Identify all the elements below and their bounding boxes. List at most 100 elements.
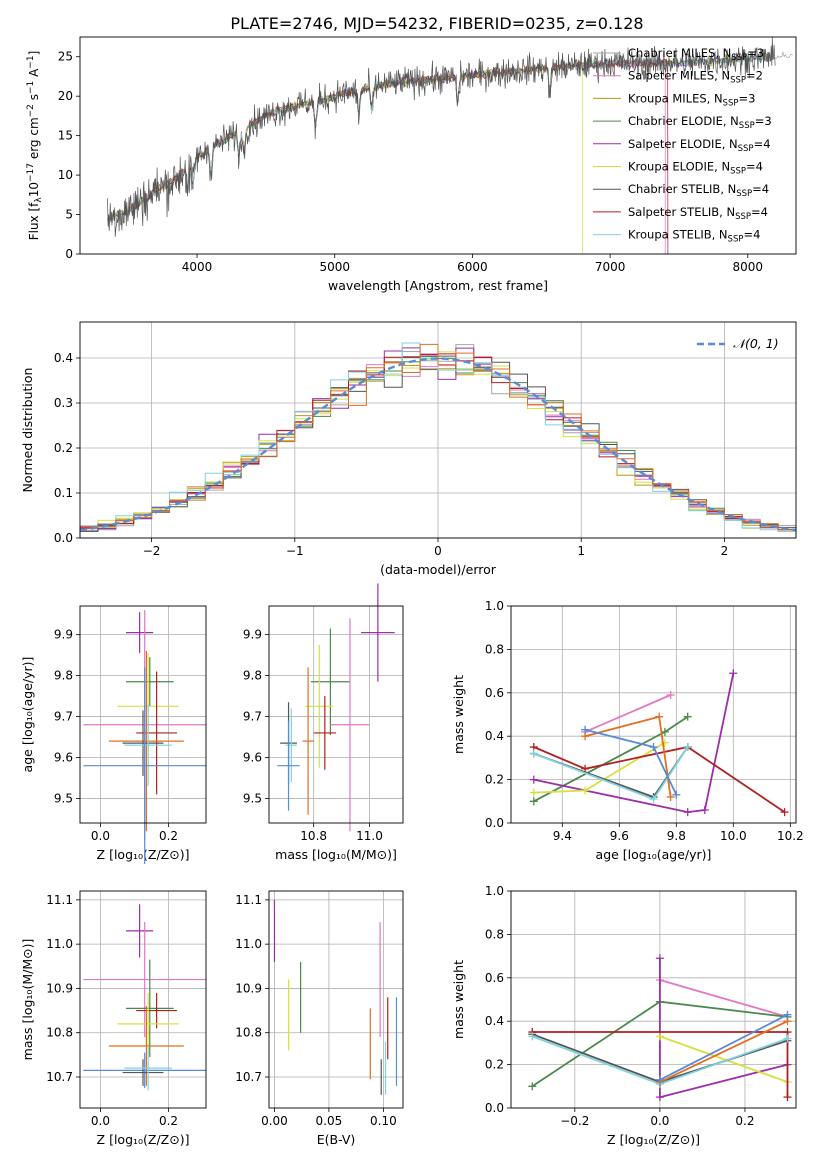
axes-frame: [510, 890, 797, 1109]
y-axis-label-part: −2: [26, 104, 36, 117]
legend-label-tail: =4: [754, 137, 771, 151]
y-tick-label: 11.1: [46, 893, 73, 907]
y-axis-label: Normed distribution: [20, 368, 35, 493]
y-axis-label-part: erg cm: [27, 117, 41, 163]
y-tick-label: 10.9: [46, 981, 73, 995]
weight-marker: [529, 788, 538, 797]
y-tick-label: 9.5: [54, 791, 73, 805]
y-tick-label: 0.0: [54, 531, 73, 545]
x-tick-label: 0.2: [159, 829, 178, 843]
weight-marker: [528, 1032, 537, 1041]
legend-label-tail: =4: [743, 228, 760, 242]
legend-label: Chabrier ELODIE, NSSP=3: [628, 114, 772, 131]
y-axis-label-part: s: [27, 94, 41, 104]
weight-marker: [783, 1010, 792, 1019]
y-tick-label: 9.6: [54, 750, 73, 764]
y-tick-label: 0.2: [485, 773, 504, 787]
y-tick-label: 9.6: [243, 750, 262, 764]
y-axis-label: mass weight: [451, 960, 466, 1039]
y-tick-label: 9.9: [243, 628, 262, 642]
legend-label-main: Kroupa ELODIE, N: [628, 160, 730, 174]
weight-marker: [729, 669, 738, 678]
axes-frame: [79, 321, 797, 539]
y-tick-label: 0.4: [485, 729, 504, 743]
y-tick-label: 10: [58, 168, 73, 182]
y-tick-label: 0.6: [485, 971, 504, 985]
y-tick-label: 10.8: [46, 1026, 73, 1040]
weight-line: [659, 1035, 788, 1083]
y-tick-label: 15: [58, 129, 73, 143]
y-tick-label: 9.8: [243, 669, 262, 683]
x-axis-label: wavelength [Angstrom, rest frame]: [328, 278, 548, 293]
x-tick-label: 0.0: [91, 829, 110, 843]
y-axis-label: Flux [fλ10−17 erg cm−2 s−1 A−1]: [26, 51, 44, 241]
weight-marker: [649, 743, 658, 752]
weight-marker: [655, 1075, 664, 1084]
axes-frame: [79, 36, 797, 255]
errorbar-point: [136, 671, 178, 795]
legend-label-tail: =3: [755, 114, 772, 128]
legend-label-tail: =3: [738, 91, 755, 105]
weight-line: [659, 1013, 788, 1081]
x-tick-label: 0.00: [261, 1114, 288, 1128]
legend-label: Chabrier STELIB, NSSP=4: [628, 182, 769, 199]
legend-label-tail: =3: [747, 46, 764, 60]
legend-label-tail: =4: [751, 205, 768, 219]
legend-label-tail: =4: [746, 160, 763, 174]
errorbar-point: [125, 612, 154, 654]
legend-label-sub: SSP: [723, 98, 739, 108]
y-tick-label: 0.8: [485, 927, 504, 941]
y-tick-label: 0.8: [485, 642, 504, 656]
x-tick-label: 9.8: [667, 829, 686, 843]
x-tick-label: 10.2: [777, 829, 804, 843]
weight-marker: [655, 1093, 664, 1102]
y-tick-label: 0.0: [485, 1101, 504, 1115]
x-tick-label: 0.05: [316, 1114, 343, 1128]
plot-layer: 4000 5000 6000 7000 80000510152025wavelength…: [20, 36, 804, 1147]
weight-marker: [581, 786, 590, 795]
weight-marker: [783, 1034, 792, 1043]
weight-line: [659, 979, 788, 1018]
errorbar-point: [122, 1059, 164, 1086]
y-axis-label-part: −1: [26, 55, 36, 68]
y-tick-label: 10.9: [235, 981, 262, 995]
weight-marker: [529, 775, 538, 784]
y-axis-label: age [log₁₀(age/yr)]: [20, 657, 35, 773]
y-axis-label: mass weight: [451, 675, 466, 754]
weight-marker: [683, 808, 692, 817]
y-tick-label: 0.2: [54, 441, 73, 455]
age-vs-weight-axes: 9.4 9.6 9.8 10.0 10.2 0.0 0.2 0.4 0.6 0.8 1.0 age […: [451, 599, 804, 862]
errorbar-point: [313, 696, 336, 770]
y-tick-label: 25: [58, 50, 73, 64]
weight-marker: [581, 764, 590, 773]
spectrum-axes: 4000 5000 6000 7000 8000 0 5 10 15 20 25 wavelength…: [26, 36, 797, 293]
legend-label-main: Chabrier ELODIE, N: [628, 114, 739, 128]
normal-curve: [79, 357, 797, 532]
weight-line: [533, 741, 666, 794]
x-tick-label: 7000: [595, 260, 626, 274]
errorbar-point: [83, 667, 206, 864]
z-vs-mass-axes: 0.0 0.2 10.7 10.8 10.9 11.0 11.1 Z [log₁₀(Z/Z⊙)…: [20, 890, 207, 1147]
y-axis-label-part: Flux [f: [27, 202, 41, 240]
y-tick-label: 5: [65, 208, 73, 222]
y-tick-label: 10.7: [46, 1070, 73, 1084]
weight-line: [659, 1020, 788, 1083]
weight-marker: [672, 790, 681, 799]
weight-marker: [649, 795, 658, 804]
legend-label: Salpeter ELODIE, NSSP=4: [628, 137, 771, 154]
axes-frame: [268, 890, 404, 1109]
errorbar-point: [361, 583, 395, 682]
legend-label: 𝒩(0, 1): [733, 336, 779, 351]
axes-frame: [510, 605, 797, 824]
legend-label-main: Salpeter MILES, N: [628, 69, 730, 83]
y-tick-label: 9.9: [54, 628, 73, 642]
errorbar-point: [310, 628, 350, 735]
y-tick-label: 1.0: [485, 599, 504, 613]
spectrum-series-7: [107, 58, 669, 255]
errorbar-point: [125, 904, 154, 958]
legend-label: Salpeter MILES, NSSP=2: [628, 69, 763, 86]
x-tick-label: −1: [286, 544, 304, 558]
y-tick-label: 11.0: [235, 937, 262, 951]
weight-marker: [780, 808, 789, 817]
